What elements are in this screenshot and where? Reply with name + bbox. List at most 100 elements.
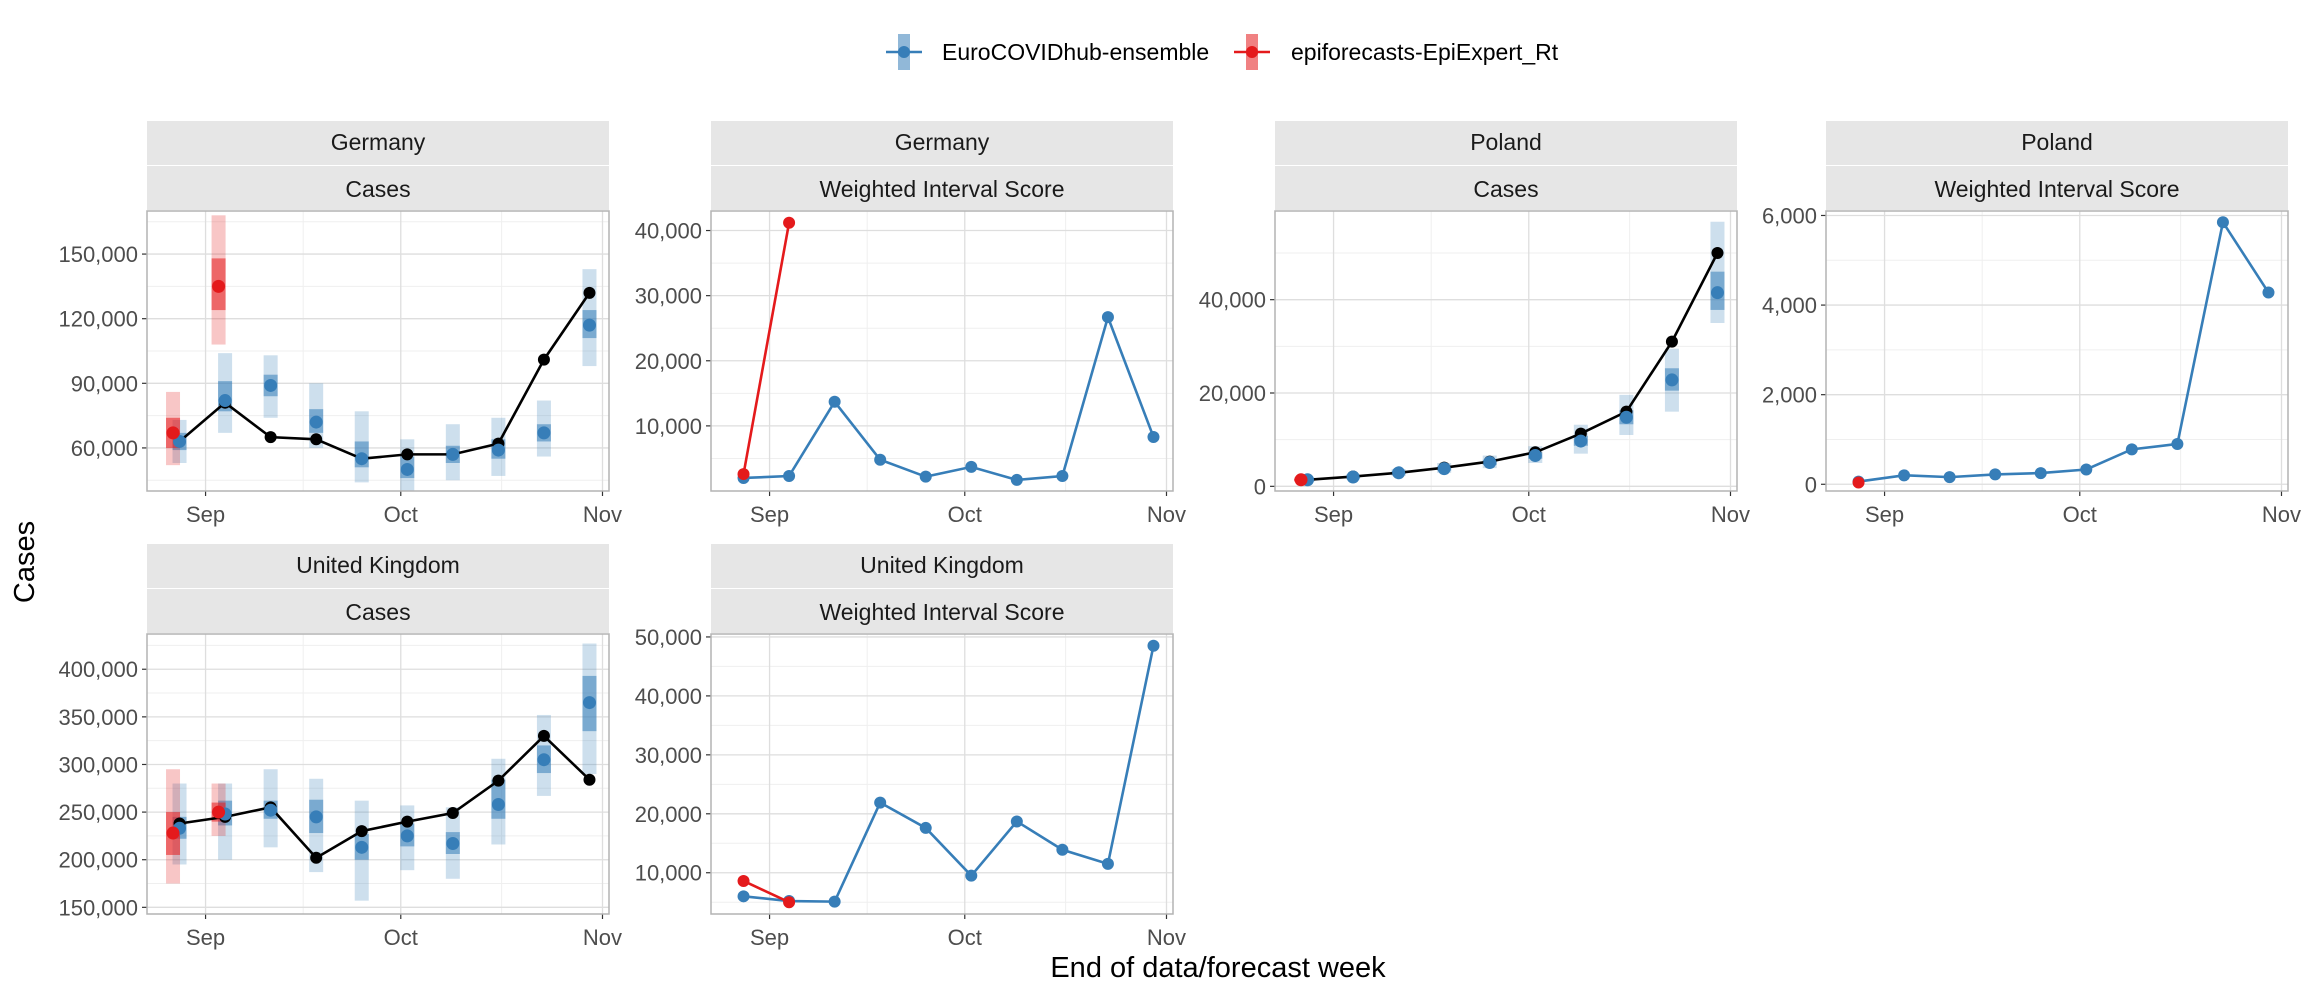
x-tick-label: Oct	[1512, 502, 1546, 527]
score-point-eurocovidhub-ensemble	[737, 890, 750, 903]
truth-point	[401, 815, 414, 828]
median-point-eurocovidhub-ensemble	[1437, 462, 1451, 476]
median-point-epiforecasts-epiexpert-rt	[212, 805, 226, 819]
panel-border	[146, 210, 610, 492]
y-tick-label: 2,000	[1762, 383, 1817, 408]
panel-poland-weighted-interval-score: Poland Weighted Interval Score 0 2,000 4,000…	[1762, 121, 2301, 527]
x-tick-label: Nov	[1147, 925, 1186, 950]
median-point-eurocovidhub-ensemble	[309, 810, 323, 824]
x-tick-label: Oct	[948, 925, 982, 950]
panel-germany-weighted-interval-score: Germany Weighted Interval Score 10,000 20,0…	[635, 121, 1186, 527]
legend-label-ensemble: EuroCOVIDhub-ensemble	[942, 39, 1209, 65]
y-tick-label: 40,000	[635, 684, 702, 709]
y-tick-label: 250,000	[58, 800, 138, 825]
median-point-eurocovidhub-ensemble	[446, 447, 460, 461]
median-point-eurocovidhub-ensemble	[1710, 286, 1724, 300]
median-point-eurocovidhub-ensemble	[1392, 466, 1406, 480]
score-point-eurocovidhub-ensemble	[783, 470, 796, 483]
median-point-eurocovidhub-ensemble	[400, 829, 414, 843]
facet-strip-location-label: United Kingdom	[860, 552, 1024, 578]
panel-background	[711, 634, 1173, 914]
truth-point	[1665, 335, 1678, 348]
median-point-eurocovidhub-ensemble	[264, 378, 278, 392]
y-tick-label: 90,000	[71, 371, 138, 396]
median-point-eurocovidhub-ensemble	[1665, 373, 1679, 387]
score-point-eurocovidhub-ensemble	[1147, 430, 1160, 443]
score-point-eurocovidhub-ensemble	[1101, 857, 1114, 870]
score-point-eurocovidhub-ensemble	[2216, 216, 2229, 229]
y-tick-label: 4,000	[1762, 293, 1817, 318]
median-point-eurocovidhub-ensemble	[537, 426, 551, 440]
x-tick-label: Sep	[1865, 502, 1904, 527]
plot-area	[737, 639, 1160, 909]
panel-border	[1274, 210, 1738, 492]
panel-united-kingdom-weighted-interval-score: United Kingdom Weighted Interval Score 10,…	[635, 544, 1186, 950]
score-line-eurocovidhub-ensemble	[743, 313, 1155, 482]
legend-key-epiexpert-point	[1246, 46, 1258, 58]
panel-border	[1825, 210, 2289, 492]
y-tick-label: 0	[1254, 474, 1266, 499]
median-point-eurocovidhub-ensemble	[309, 415, 323, 429]
score-point-eurocovidhub-ensemble	[919, 470, 932, 483]
plot-area	[737, 216, 1160, 486]
legend: EuroCOVIDhub-ensemble epiforecasts-EpiEx…	[886, 34, 1559, 70]
score-point-eurocovidhub-ensemble	[874, 453, 887, 466]
score-point-eurocovidhub-ensemble	[828, 395, 841, 408]
median-point-eurocovidhub-ensemble	[1346, 470, 1360, 484]
x-tick-label: Oct	[384, 502, 418, 527]
score-point-eurocovidhub-ensemble	[1010, 473, 1023, 486]
score-point-epiforecasts-epiexpert-rt	[737, 874, 750, 887]
facet-strip-metric-label: Weighted Interval Score	[819, 176, 1064, 202]
x-tick-label: Nov	[583, 502, 622, 527]
score-point-eurocovidhub-ensemble	[1989, 468, 2002, 481]
x-tick-label: Sep	[750, 925, 789, 950]
score-point-eurocovidhub-ensemble	[2080, 463, 2093, 476]
median-point-eurocovidhub-ensemble	[582, 318, 596, 332]
facet-strip-location-label: Germany	[895, 129, 990, 155]
truth-point	[264, 431, 277, 444]
truth-point	[401, 448, 414, 461]
truth-point	[583, 773, 596, 786]
x-axis-title: End of data/forecast week	[1050, 952, 1386, 984]
truth-point	[537, 353, 550, 366]
truth-point	[310, 433, 323, 446]
y-tick-label: 50,000	[635, 625, 702, 650]
panel-poland-cases: Poland Cases 0 20,000 40,000 Sep Oct Nov	[1199, 121, 1750, 527]
x-tick-label: Nov	[2262, 502, 2301, 527]
y-tick-label: 120,000	[58, 307, 138, 332]
y-tick-label: 400,000	[58, 657, 138, 682]
x-tick-label: Oct	[384, 925, 418, 950]
truth-line	[179, 734, 591, 860]
x-tick-label: Oct	[948, 502, 982, 527]
plot-area	[1852, 216, 2275, 489]
panel-united-kingdom-cases: United Kingdom Cases 150,000 200,000 250,000…	[58, 544, 622, 950]
facet-strip-location-label: Poland	[2021, 129, 2093, 155]
score-point-eurocovidhub-ensemble	[1056, 843, 1069, 856]
y-tick-label: 350,000	[58, 705, 138, 730]
y-axis-title: Cases	[9, 521, 41, 603]
facet-strip-metric-bg	[711, 166, 1173, 210]
median-point-eurocovidhub-ensemble	[582, 696, 596, 710]
facet-strip-location-label: Germany	[331, 129, 426, 155]
y-tick-label: 6,000	[1762, 203, 1817, 228]
truth-point	[537, 729, 550, 742]
y-tick-label: 200,000	[58, 848, 138, 873]
y-tick-label: 40,000	[635, 219, 702, 244]
y-tick-label: 60,000	[71, 436, 138, 461]
median-point-eurocovidhub-ensemble	[1483, 456, 1497, 470]
y-tick-label: 300,000	[58, 752, 138, 777]
score-point-eurocovidhub-ensemble	[1010, 815, 1023, 828]
y-tick-label: 10,000	[635, 861, 702, 886]
score-line-eurocovidhub-ensemble	[1858, 218, 2270, 483]
x-tick-label: Sep	[750, 502, 789, 527]
score-point-epiforecasts-epiexpert-rt	[783, 896, 796, 909]
score-point-eurocovidhub-ensemble	[2034, 467, 2047, 480]
y-tick-label: 150,000	[58, 242, 138, 267]
panel-background	[147, 634, 609, 914]
facet-strip-location-bg	[1275, 121, 1737, 165]
y-tick-label: 20,000	[1199, 381, 1266, 406]
facet-strip-metric-bg	[1275, 166, 1737, 210]
y-tick-label: 30,000	[635, 284, 702, 309]
score-line-epiforecasts-epiexpert-rt	[742, 222, 791, 475]
median-point-epiforecasts-epiexpert-rt	[166, 826, 180, 840]
